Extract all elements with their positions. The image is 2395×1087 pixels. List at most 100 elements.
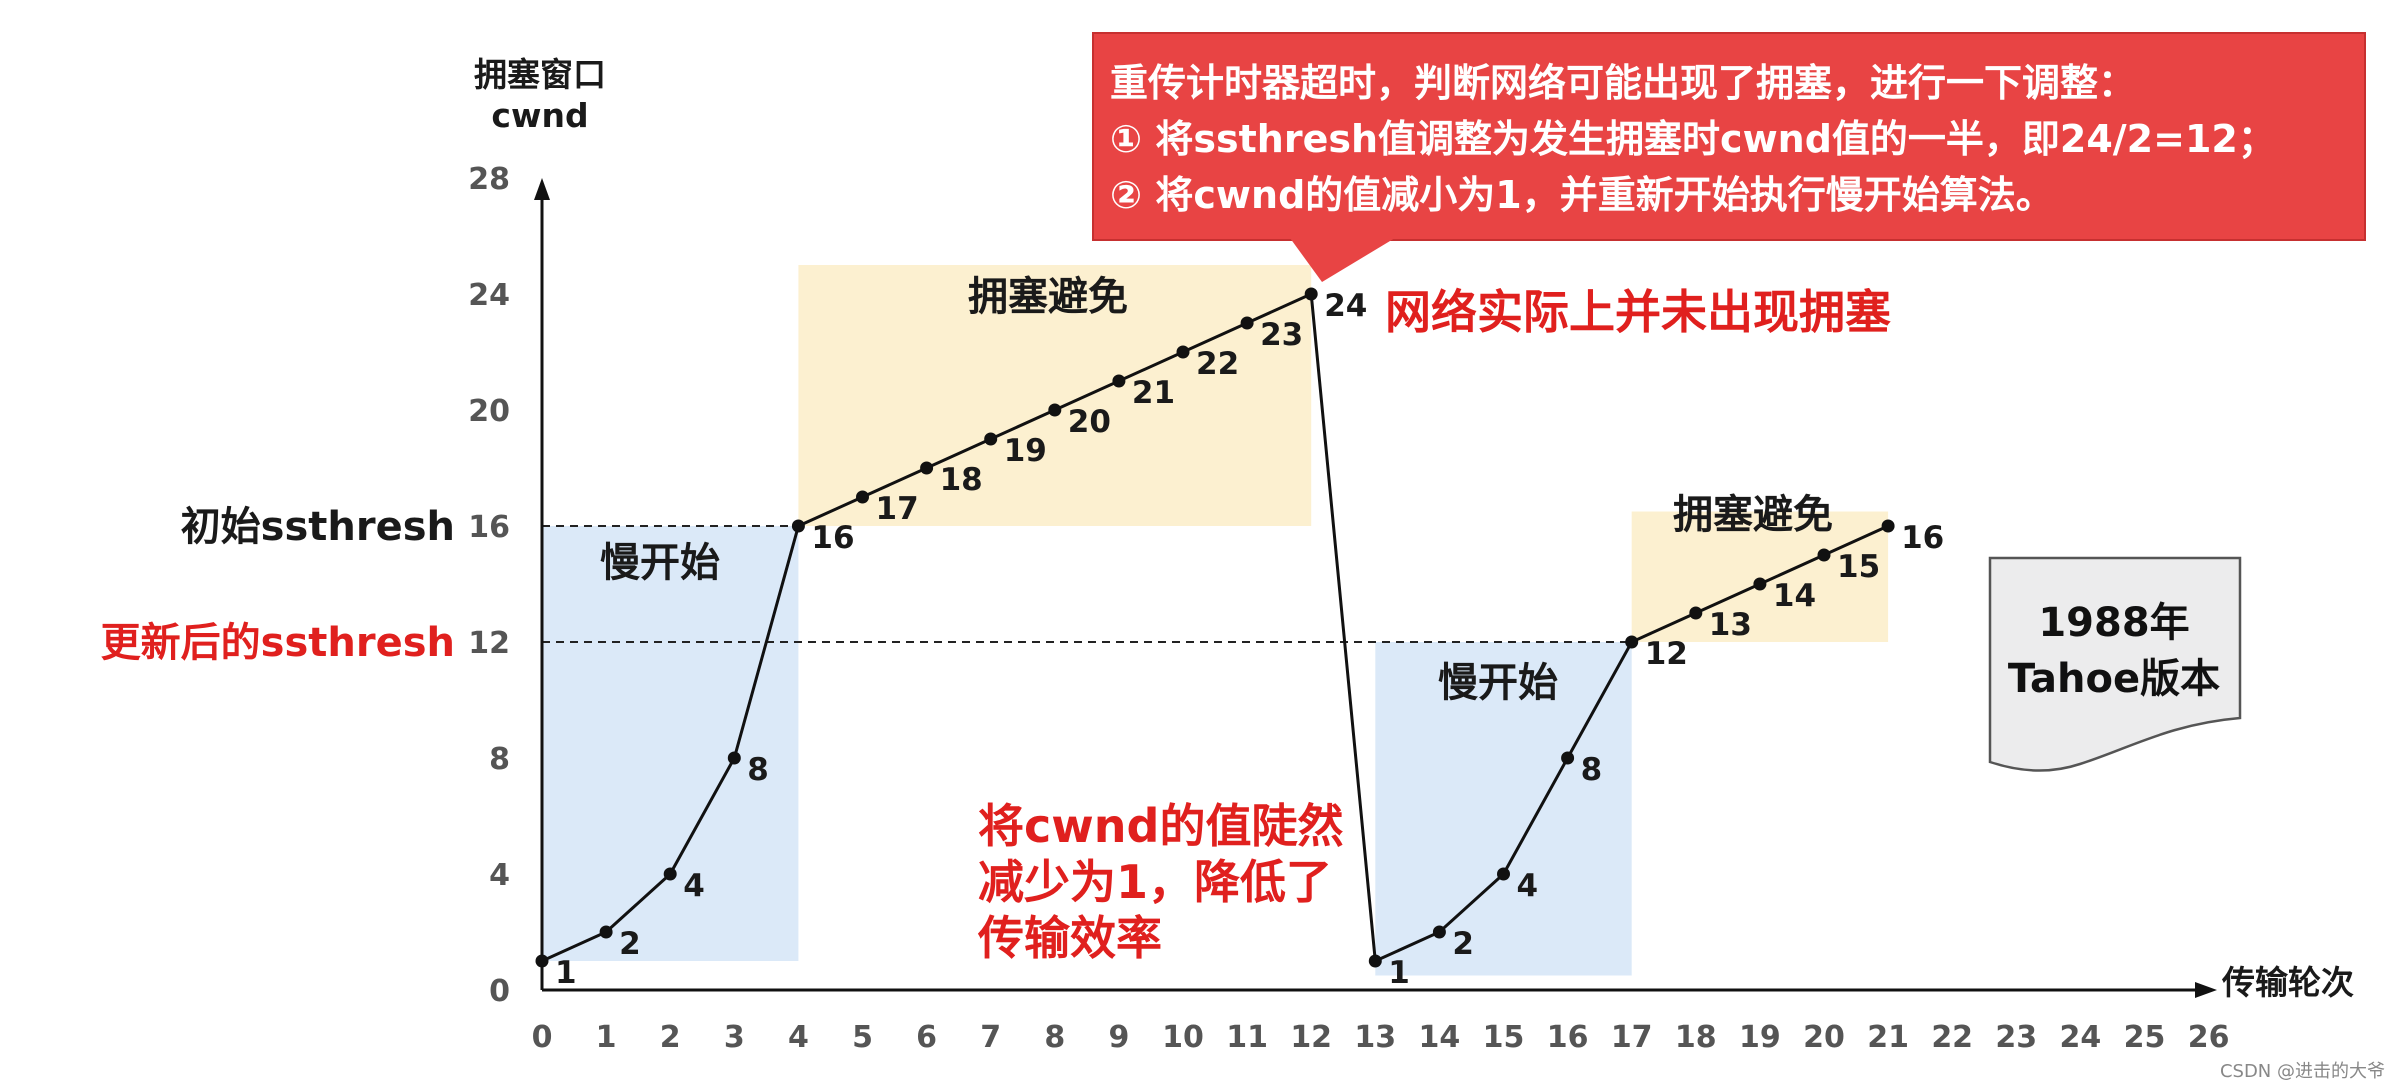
zone-label-0: 慢开始 [600, 540, 720, 586]
point-1 [599, 925, 613, 939]
point-label-6: 18 [940, 462, 983, 498]
x-tick-10: 10 [1162, 1020, 1204, 1055]
y-axis-title-line2: cwnd [491, 96, 588, 135]
point-label-12: 24 [1324, 288, 1367, 324]
cwnd-line [541, 291, 1889, 964]
y-tick-24: 24 [468, 278, 510, 313]
credit-text: CSDN @进击的大爷 [2220, 1061, 2385, 1082]
point-0 [535, 954, 549, 968]
threshold-label-0: 初始ssthresh [181, 504, 455, 550]
threshold-label-1: 更新后的ssthresh [101, 620, 455, 666]
point-label-2: 4 [683, 868, 705, 904]
x-tick-15: 15 [1483, 1020, 1525, 1055]
point-label-21: 16 [1901, 520, 1944, 556]
x-tick-16: 16 [1547, 1020, 1589, 1055]
red-note-bottom-0: 将cwnd的值陡然 [978, 799, 1343, 853]
x-tick-6: 6 [916, 1020, 937, 1055]
x-tick-22: 22 [1931, 1020, 1973, 1055]
x-tick-21: 21 [1867, 1020, 1909, 1055]
zone-label-1: 拥塞避免 [968, 274, 1128, 320]
x-tick-13: 13 [1354, 1020, 1396, 1055]
callout-line-0: 重传计时器超时，判断网络可能出现了拥塞，进行一下调整： [1110, 61, 2136, 105]
region-3 [1631, 511, 1889, 642]
region-1 [798, 265, 1312, 526]
x-tick-1: 1 [596, 1020, 617, 1055]
callout-box [1092, 32, 2366, 241]
point-14 [1432, 925, 1446, 939]
x-tick-8: 8 [1044, 1020, 1065, 1055]
y-axis-title-line1: 拥塞窗口 [474, 55, 606, 94]
point-11 [1240, 316, 1254, 330]
x-tick-11: 11 [1226, 1020, 1268, 1055]
point-10 [1176, 345, 1190, 359]
callout-line-2: ② 将cwnd的值减小为1，并重新开始执行慢开始算法。 [1110, 173, 2054, 217]
y-axis-arrow [534, 178, 550, 200]
point-label-5: 17 [876, 491, 919, 527]
point-13 [1368, 954, 1382, 968]
red-note-top: 网络实际上并未出现拥塞 [1385, 285, 1891, 339]
point-6 [920, 461, 934, 475]
x-tick-7: 7 [980, 1020, 1001, 1055]
point-2 [663, 867, 677, 881]
point-label-10: 22 [1196, 346, 1239, 382]
y-tick-16: 16 [468, 510, 510, 545]
x-tick-26: 26 [2188, 1020, 2230, 1055]
zone-label-3: 拥塞避免 [1673, 492, 1833, 538]
point-17 [1625, 635, 1639, 649]
version-note-line-0: 1988年 [2038, 600, 2189, 646]
x-tick-12: 12 [1290, 1020, 1332, 1055]
x-tick-19: 19 [1739, 1020, 1781, 1055]
threshold-lines: 初始ssthresh 更新后的ssthresh [101, 504, 1632, 666]
x-tick-18: 18 [1675, 1020, 1717, 1055]
point-label-14: 2 [1452, 926, 1474, 962]
point-9 [1112, 374, 1126, 388]
x-axis-title: 传输轮次 [2221, 963, 2354, 1002]
zone-label-2: 慢开始 [1438, 660, 1558, 706]
point-label-1: 2 [619, 926, 641, 962]
x-tick-17: 17 [1611, 1020, 1653, 1055]
y-tick-0: 0 [489, 974, 510, 1009]
point-label-15: 4 [1517, 868, 1539, 904]
point-label-9: 21 [1132, 375, 1175, 411]
x-tick-4: 4 [788, 1020, 809, 1055]
point-label-19: 14 [1773, 578, 1816, 614]
point-label-16: 8 [1581, 752, 1603, 788]
red-note-bottom-2: 传输效率 [977, 911, 1162, 965]
point-21 [1881, 519, 1895, 533]
point-15 [1497, 867, 1510, 881]
region-2 [1375, 642, 1632, 976]
point-label-7: 19 [1004, 433, 1047, 469]
x-tick-25: 25 [2124, 1020, 2166, 1055]
y-tick-8: 8 [489, 742, 510, 777]
point-label-20: 15 [1837, 549, 1880, 585]
y-tick-4: 4 [489, 858, 510, 893]
point-label-18: 13 [1709, 607, 1752, 643]
y-tick-12: 12 [468, 626, 510, 661]
point-8 [1048, 403, 1062, 417]
x-tick-23: 23 [1995, 1020, 2037, 1055]
version-note-line-1: Tahoe版本 [2008, 656, 2220, 702]
point-20 [1817, 548, 1831, 562]
zone-regions [542, 265, 1889, 976]
point-4 [791, 519, 805, 533]
x-tick-24: 24 [2060, 1020, 2102, 1055]
point-18 [1689, 606, 1703, 620]
x-tick-2: 2 [660, 1020, 681, 1055]
point-label-0: 1 [555, 955, 577, 991]
x-tick-14: 14 [1419, 1020, 1461, 1055]
x-tick-3: 3 [724, 1020, 745, 1055]
y-tick-20: 20 [468, 394, 510, 429]
annotations: 重传计时器超时，判断网络可能出现了拥塞，进行一下调整： ① 将ssthresh值调… [977, 32, 2385, 1082]
point-label-8: 20 [1068, 404, 1111, 440]
red-note-bottom-1: 减少为1，降低了 [978, 855, 1332, 909]
x-tick-9: 9 [1108, 1020, 1129, 1055]
callout-line-1: ① 将ssthresh值调整为发生拥塞时cwnd值的一半，即24/2=12； [1110, 117, 2276, 161]
x-tick-5: 5 [852, 1020, 873, 1055]
x-tick-20: 20 [1803, 1020, 1845, 1055]
point-5 [856, 490, 869, 504]
